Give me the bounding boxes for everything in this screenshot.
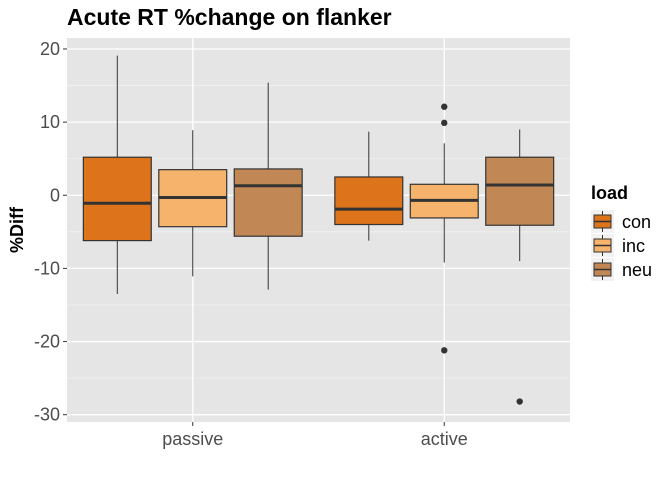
box-neu-passive — [233, 82, 303, 290]
box-con-active — [334, 131, 404, 241]
box-iqr — [334, 176, 404, 226]
y-tick-label: 10 — [40, 112, 60, 132]
outlier-point — [441, 347, 448, 354]
x-tick-label: active — [421, 429, 468, 449]
box-con-passive — [82, 55, 152, 294]
legend-label: inc — [622, 236, 645, 256]
outlier-point — [516, 398, 523, 405]
chart-title: Acute RT %change on flanker — [67, 4, 392, 30]
box-iqr — [233, 168, 303, 237]
box-inc-active — [409, 103, 479, 354]
legend-label: neu — [622, 260, 652, 280]
x-axis: passive active — [162, 422, 468, 449]
legend-item-neu: neu — [591, 258, 652, 281]
box-iqr — [485, 156, 555, 226]
legend-item-con: con — [591, 210, 651, 233]
x-tick-label: passive — [162, 429, 223, 449]
box-iqr — [82, 156, 152, 242]
outlier-point — [441, 103, 448, 110]
y-tick-label: -30 — [34, 405, 60, 425]
y-tick-label: -10 — [34, 258, 60, 278]
box-inc-passive — [158, 130, 228, 277]
legend: load con inc neu — [591, 183, 652, 281]
y-axis-title: %Diff — [7, 206, 27, 253]
y-tick-label: -20 — [34, 332, 60, 352]
legend-item-inc: inc — [591, 234, 645, 257]
outlier-point — [441, 119, 448, 127]
box-neu-active — [485, 129, 555, 405]
y-tick-label: 20 — [40, 39, 60, 59]
legend-title: load — [591, 183, 628, 203]
y-tick-label: 0 — [50, 185, 60, 205]
box-groups — [82, 55, 555, 405]
legend-label: con — [622, 212, 651, 232]
y-axis: 20 10 0 -10 -20 -30 — [34, 39, 67, 425]
